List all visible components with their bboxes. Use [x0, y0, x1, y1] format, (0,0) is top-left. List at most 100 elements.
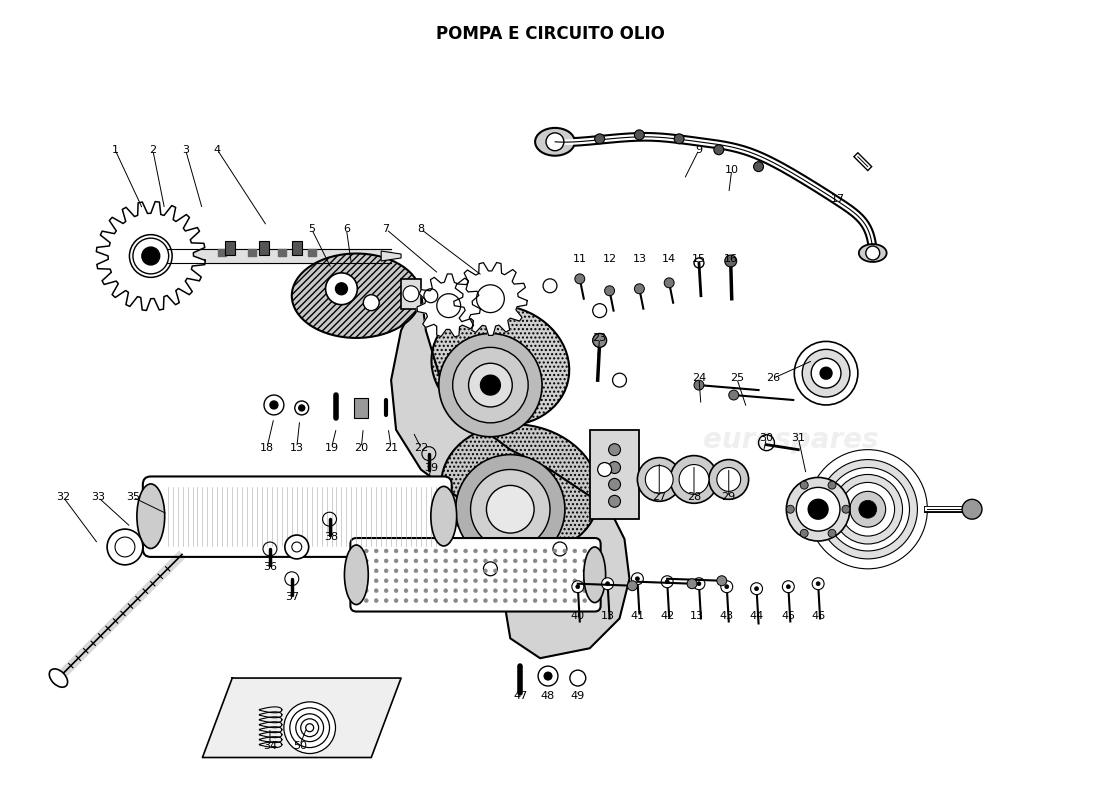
Circle shape [296, 714, 323, 742]
Circle shape [859, 500, 877, 518]
Circle shape [575, 274, 585, 284]
Circle shape [717, 467, 740, 491]
Circle shape [453, 549, 458, 553]
Circle shape [463, 589, 467, 593]
Ellipse shape [859, 244, 887, 262]
Circle shape [608, 495, 620, 507]
Circle shape [755, 586, 759, 590]
Circle shape [573, 598, 576, 602]
Circle shape [404, 598, 408, 602]
Circle shape [484, 569, 487, 573]
Circle shape [469, 363, 513, 407]
Text: 40: 40 [571, 611, 585, 622]
Circle shape [608, 462, 620, 474]
Circle shape [679, 465, 708, 494]
Circle shape [443, 549, 448, 553]
Text: 37: 37 [285, 592, 299, 602]
Circle shape [481, 375, 500, 395]
Circle shape [443, 559, 448, 563]
Circle shape [384, 578, 388, 582]
Text: 2: 2 [150, 145, 156, 154]
Circle shape [538, 666, 558, 686]
Ellipse shape [292, 254, 421, 338]
Circle shape [404, 589, 408, 593]
Circle shape [842, 506, 850, 514]
Text: 34: 34 [263, 741, 277, 750]
Circle shape [133, 238, 168, 274]
Circle shape [424, 569, 428, 573]
Circle shape [553, 569, 557, 573]
Circle shape [754, 162, 763, 171]
Text: 24: 24 [692, 373, 706, 383]
Circle shape [364, 549, 368, 553]
Text: 1: 1 [111, 145, 119, 154]
Circle shape [818, 459, 917, 559]
Circle shape [494, 589, 497, 593]
Text: 13: 13 [289, 442, 304, 453]
Circle shape [364, 578, 368, 582]
Circle shape [494, 578, 497, 582]
Text: 46: 46 [811, 611, 825, 622]
Circle shape [573, 578, 576, 582]
Circle shape [514, 589, 517, 593]
Circle shape [563, 598, 566, 602]
Circle shape [484, 559, 487, 563]
Circle shape [384, 589, 388, 593]
Circle shape [299, 405, 305, 411]
Text: 32: 32 [56, 492, 70, 502]
Circle shape [414, 598, 418, 602]
Circle shape [524, 578, 527, 582]
Circle shape [404, 549, 408, 553]
Circle shape [524, 569, 527, 573]
Circle shape [573, 589, 576, 593]
Text: 13: 13 [632, 254, 647, 264]
Text: 9: 9 [695, 145, 703, 154]
Circle shape [285, 535, 309, 559]
Circle shape [424, 589, 428, 593]
Text: 19: 19 [324, 442, 339, 453]
Circle shape [374, 569, 378, 573]
Circle shape [670, 456, 718, 503]
Circle shape [424, 289, 438, 302]
Text: 41: 41 [630, 611, 645, 622]
Circle shape [544, 672, 552, 680]
Circle shape [708, 459, 749, 499]
Circle shape [674, 134, 684, 144]
Circle shape [484, 578, 487, 582]
Circle shape [563, 559, 566, 563]
Circle shape [573, 549, 576, 553]
Circle shape [661, 576, 673, 588]
Circle shape [514, 559, 517, 563]
Circle shape [572, 581, 584, 593]
Text: 21: 21 [384, 442, 398, 453]
Text: 12: 12 [603, 254, 617, 264]
Circle shape [270, 401, 278, 409]
Circle shape [424, 549, 428, 553]
Circle shape [514, 578, 517, 582]
Circle shape [473, 559, 477, 563]
Text: 22: 22 [414, 442, 428, 453]
Circle shape [484, 598, 487, 602]
Bar [226, 241, 235, 255]
Circle shape [484, 562, 497, 576]
Circle shape [284, 702, 336, 754]
Circle shape [414, 578, 418, 582]
Circle shape [583, 598, 586, 602]
Text: 35: 35 [125, 492, 140, 502]
Circle shape [453, 598, 458, 602]
Text: 38: 38 [324, 532, 339, 542]
Circle shape [414, 589, 418, 593]
Circle shape [364, 589, 368, 593]
Circle shape [364, 598, 368, 602]
Circle shape [842, 482, 894, 536]
Circle shape [374, 559, 378, 563]
Text: POMPA E CIRCUITO OLIO: POMPA E CIRCUITO OLIO [436, 25, 664, 42]
Polygon shape [202, 678, 402, 758]
Circle shape [563, 549, 566, 553]
Circle shape [107, 529, 143, 565]
Circle shape [866, 246, 880, 260]
Circle shape [524, 549, 527, 553]
Circle shape [717, 576, 727, 586]
Circle shape [826, 467, 910, 551]
Circle shape [534, 598, 537, 602]
